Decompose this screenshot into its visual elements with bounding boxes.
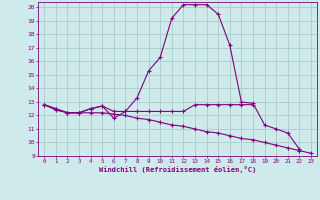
X-axis label: Windchill (Refroidissement éolien,°C): Windchill (Refroidissement éolien,°C) [99, 166, 256, 173]
